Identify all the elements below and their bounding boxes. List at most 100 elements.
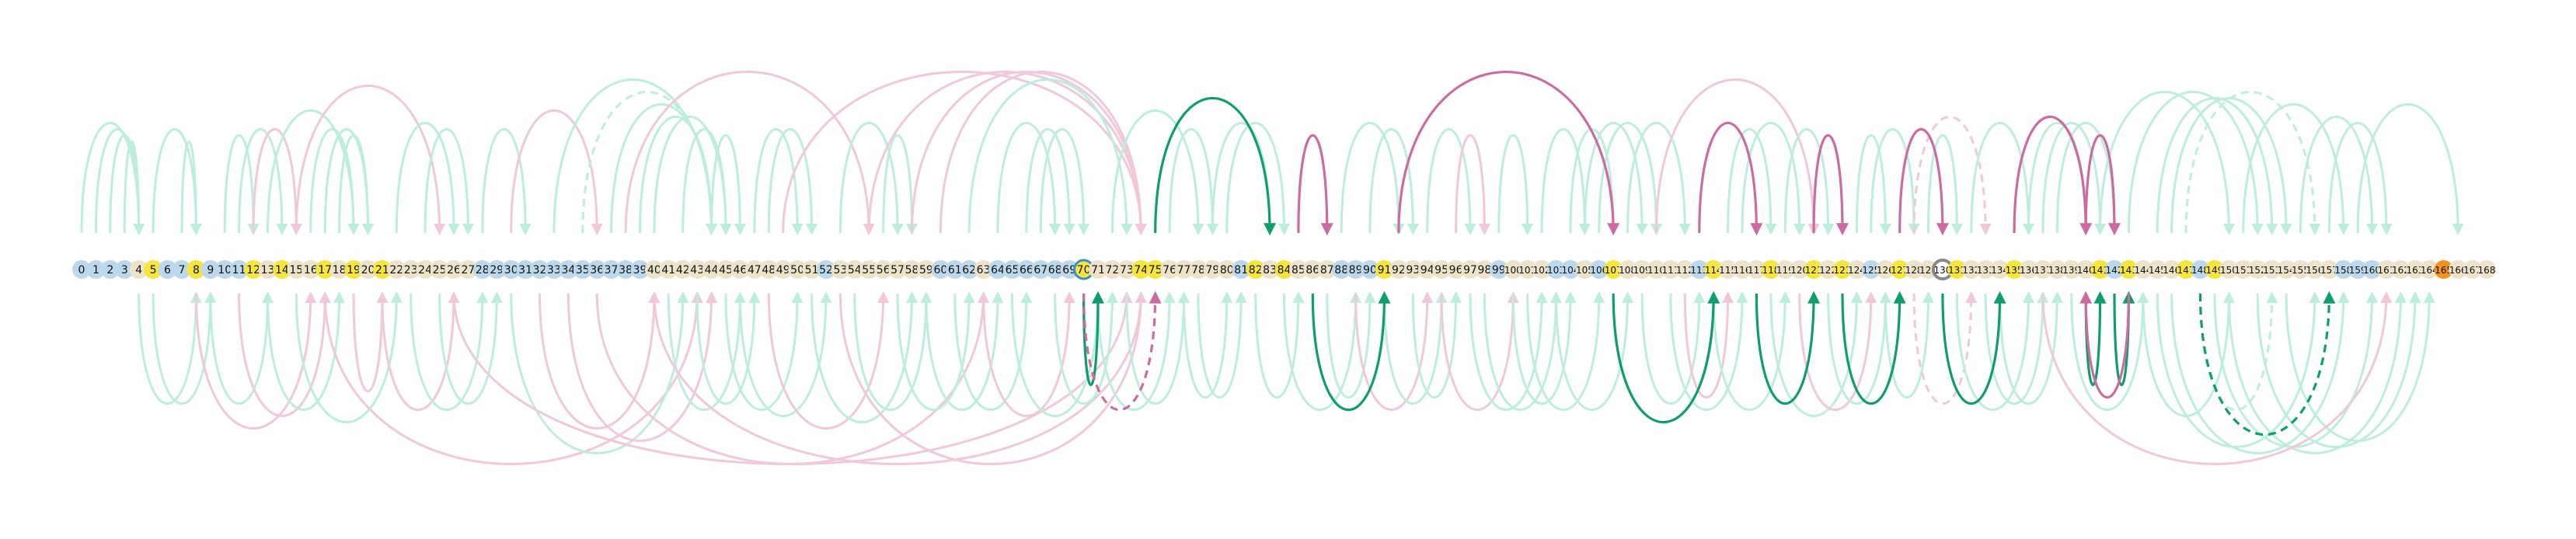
token-node-111[interactable]: 111 bbox=[1661, 260, 1680, 279]
token-node-25[interactable]: 25 bbox=[430, 260, 449, 279]
token-node-137[interactable]: 137 bbox=[2033, 260, 2052, 279]
token-node-3[interactable]: 3 bbox=[115, 260, 134, 279]
token-node-70[interactable]: 70 bbox=[1073, 259, 1095, 280]
token-node-120[interactable]: 120 bbox=[1790, 260, 1809, 279]
token-node-116[interactable]: 116 bbox=[1733, 260, 1752, 279]
token-node-126[interactable]: 126 bbox=[1876, 260, 1895, 279]
token-node-125[interactable]: 125 bbox=[1861, 260, 1881, 279]
token-node-136[interactable]: 136 bbox=[2019, 260, 2038, 279]
token-node-13[interactable]: 13 bbox=[258, 260, 277, 279]
token-node-146[interactable]: 146 bbox=[2162, 260, 2181, 279]
token-node-57[interactable]: 57 bbox=[888, 260, 908, 279]
token-node-36[interactable]: 36 bbox=[587, 260, 607, 279]
token-node-123[interactable]: 123 bbox=[1833, 260, 1852, 279]
token-node-155[interactable]: 155 bbox=[2291, 260, 2310, 279]
token-node-15[interactable]: 15 bbox=[287, 260, 306, 279]
token-node-107[interactable]: 107 bbox=[1604, 260, 1623, 279]
token-node-39[interactable]: 39 bbox=[630, 260, 650, 279]
token-node-118[interactable]: 118 bbox=[1761, 260, 1780, 279]
token-node-128[interactable]: 128 bbox=[1905, 260, 1924, 279]
token-node-147[interactable]: 147 bbox=[2177, 260, 2196, 279]
token-node-65[interactable]: 65 bbox=[1002, 260, 1022, 279]
token-node-151[interactable]: 151 bbox=[2233, 260, 2253, 279]
token-node-41[interactable]: 41 bbox=[659, 260, 678, 279]
token-node-114[interactable]: 114 bbox=[1704, 260, 1724, 279]
token-node-43[interactable]: 43 bbox=[688, 260, 707, 279]
token-node-141[interactable]: 141 bbox=[2090, 260, 2110, 279]
token-node-133[interactable]: 133 bbox=[1976, 260, 1996, 279]
token-node-106[interactable]: 106 bbox=[1589, 260, 1609, 279]
token-node-74[interactable]: 74 bbox=[1131, 260, 1151, 279]
token-node-2[interactable]: 2 bbox=[100, 260, 120, 279]
token-node-47[interactable]: 47 bbox=[744, 260, 764, 279]
token-node-23[interactable]: 23 bbox=[401, 260, 420, 279]
token-node-51[interactable]: 51 bbox=[802, 260, 821, 279]
token-node-44[interactable]: 44 bbox=[702, 260, 721, 279]
token-node-101[interactable]: 101 bbox=[1518, 260, 1537, 279]
token-node-97[interactable]: 97 bbox=[1461, 260, 1480, 279]
token-node-140[interactable]: 140 bbox=[2076, 260, 2096, 279]
token-node-162[interactable]: 162 bbox=[2391, 260, 2410, 279]
token-node-11[interactable]: 11 bbox=[229, 260, 249, 279]
token-node-64[interactable]: 64 bbox=[988, 260, 1007, 279]
token-node-165[interactable]: 165 bbox=[2434, 260, 2453, 279]
token-node-9[interactable]: 9 bbox=[200, 260, 220, 279]
token-node-45[interactable]: 45 bbox=[716, 260, 735, 279]
token-node-102[interactable]: 102 bbox=[1532, 260, 1552, 279]
token-node-84[interactable]: 84 bbox=[1274, 260, 1294, 279]
token-node-30[interactable]: 30 bbox=[501, 260, 521, 279]
token-node-93[interactable]: 93 bbox=[1403, 260, 1423, 279]
token-node-143[interactable]: 143 bbox=[2119, 260, 2139, 279]
token-node-31[interactable]: 31 bbox=[516, 260, 535, 279]
token-node-119[interactable]: 119 bbox=[1776, 260, 1795, 279]
token-node-117[interactable]: 117 bbox=[1747, 260, 1766, 279]
token-node-82[interactable]: 82 bbox=[1246, 260, 1265, 279]
token-node-96[interactable]: 96 bbox=[1446, 260, 1466, 279]
token-node-132[interactable]: 132 bbox=[1961, 260, 1981, 279]
token-node-89[interactable]: 89 bbox=[1346, 260, 1365, 279]
token-node-88[interactable]: 88 bbox=[1332, 260, 1351, 279]
token-node-52[interactable]: 52 bbox=[817, 260, 835, 279]
token-node-24[interactable]: 24 bbox=[416, 260, 435, 279]
token-node-50[interactable]: 50 bbox=[788, 260, 807, 279]
token-node-105[interactable]: 105 bbox=[1575, 260, 1595, 279]
token-node-124[interactable]: 124 bbox=[1847, 260, 1867, 279]
token-node-19[interactable]: 19 bbox=[344, 260, 363, 279]
token-node-139[interactable]: 139 bbox=[2062, 260, 2081, 279]
token-node-61[interactable]: 61 bbox=[945, 260, 964, 279]
token-node-109[interactable]: 109 bbox=[1633, 260, 1652, 279]
token-node-121[interactable]: 121 bbox=[1804, 260, 1824, 279]
token-node-34[interactable]: 34 bbox=[559, 260, 578, 279]
token-node-53[interactable]: 53 bbox=[831, 260, 850, 279]
token-node-16[interactable]: 16 bbox=[301, 260, 320, 279]
token-node-29[interactable]: 29 bbox=[487, 260, 507, 279]
token-node-142[interactable]: 142 bbox=[2105, 260, 2124, 279]
token-node-26[interactable]: 26 bbox=[444, 260, 463, 279]
token-node-69[interactable]: 69 bbox=[1060, 260, 1079, 279]
token-node-131[interactable]: 131 bbox=[1947, 260, 1967, 279]
token-node-153[interactable]: 153 bbox=[2262, 260, 2281, 279]
token-node-115[interactable]: 115 bbox=[1718, 260, 1738, 279]
token-node-76[interactable]: 76 bbox=[1160, 260, 1180, 279]
token-node-68[interactable]: 68 bbox=[1045, 260, 1065, 279]
token-node-150[interactable]: 150 bbox=[2219, 260, 2239, 279]
token-node-48[interactable]: 48 bbox=[759, 260, 779, 279]
token-node-161[interactable]: 161 bbox=[2377, 260, 2396, 279]
token-node-92[interactable]: 92 bbox=[1389, 260, 1408, 279]
token-node-144[interactable]: 144 bbox=[2133, 260, 2152, 279]
token-node-138[interactable]: 138 bbox=[2048, 260, 2067, 279]
token-node-163[interactable]: 163 bbox=[2405, 260, 2424, 279]
token-node-108[interactable]: 108 bbox=[1618, 260, 1637, 279]
token-node-135[interactable]: 135 bbox=[2005, 260, 2024, 279]
token-node-5[interactable]: 5 bbox=[144, 260, 163, 279]
token-node-78[interactable]: 78 bbox=[1189, 260, 1208, 279]
token-node-7[interactable]: 7 bbox=[173, 260, 191, 279]
token-node-55[interactable]: 55 bbox=[859, 260, 879, 279]
token-node-130[interactable]: 130 bbox=[1931, 259, 1954, 280]
token-node-156[interactable]: 156 bbox=[2305, 260, 2324, 279]
token-node-4[interactable]: 4 bbox=[129, 260, 148, 279]
token-node-54[interactable]: 54 bbox=[845, 260, 864, 279]
token-node-1[interactable]: 1 bbox=[86, 260, 106, 279]
token-node-27[interactable]: 27 bbox=[458, 260, 478, 279]
token-node-112[interactable]: 112 bbox=[1675, 260, 1695, 279]
